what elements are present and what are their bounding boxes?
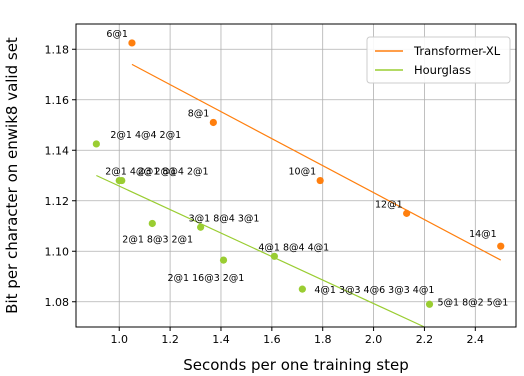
data-point	[92, 140, 100, 148]
point-label: 2@1 4@3 2@1	[105, 167, 176, 178]
data-point	[219, 256, 228, 264]
data-point	[209, 118, 217, 127]
plot-frame	[75, 23, 517, 328]
point-label: 14@1	[469, 229, 497, 240]
legend-box	[366, 36, 511, 84]
data-point	[115, 176, 123, 185]
x-tick-label: 1.6	[263, 333, 281, 346]
x-tick-label: 2.0	[365, 333, 383, 346]
x-tick-label: 1.2	[161, 333, 179, 346]
point-label: 8@1	[188, 108, 210, 119]
point-label: 12@1	[375, 199, 403, 210]
fit-line-hourglass	[96, 174, 425, 328]
x-tick-label: 1.4	[212, 333, 230, 346]
data-point	[403, 209, 411, 217]
point-label: 2@1 16@3 2@1	[168, 273, 245, 284]
legend-entry: Transformer-XL	[413, 44, 501, 58]
y-axis-label: Bit per character on enwik8 valid set	[3, 37, 21, 314]
y-tick-label: 1.08	[45, 296, 70, 309]
x-tick-label: 2.2	[416, 333, 434, 346]
fit-line-transformer-xl	[131, 63, 502, 261]
y-tick-label: 1.16	[45, 94, 70, 107]
data-point	[298, 285, 306, 293]
legend-entry: Hourglass	[414, 63, 471, 77]
y-tick-label: 1.18	[45, 43, 70, 56]
data-points	[92, 39, 505, 308]
point-label: 5@1 8@2 5@1	[438, 297, 509, 308]
point-label: 3@1 8@4 3@1	[189, 213, 260, 224]
fit-lines	[96, 63, 502, 328]
x-tick-label: 1.8	[314, 333, 332, 346]
point-label: 4@1 8@4 4@1	[258, 242, 329, 253]
point-label: 6@1	[106, 29, 128, 40]
point-label: 2@1 8@3 2@1	[122, 234, 193, 245]
y-tick-label: 1.12	[45, 195, 70, 208]
data-point	[270, 252, 278, 260]
point-label: 10@1	[289, 167, 317, 178]
y-tick-label: 1.14	[45, 144, 70, 157]
data-point	[148, 219, 156, 228]
x-tick-label: 2.4	[467, 333, 485, 346]
x-axis-label: Seconds per one training step	[183, 356, 408, 374]
y-ticks: 1.08 1.10 1.12 1.14 1.16 1.18	[45, 43, 76, 309]
point-label: 2@1 8@4 2@1	[138, 167, 209, 178]
point-labels: 6@1 8@1 10@1 12@1 14@1 2@1 4@4 2@1 2@1 8@4 2@1…	[105, 29, 508, 308]
data-point	[316, 176, 324, 185]
y-tick-label: 1.10	[45, 245, 70, 258]
point-label: 2@1 4@4 2@1	[110, 130, 181, 141]
x-tick-label: 1.0	[110, 333, 128, 346]
data-point	[497, 242, 505, 250]
legend: Transformer-XL Hourglass	[366, 36, 511, 84]
data-point	[425, 300, 434, 308]
data-point	[128, 39, 136, 47]
x-ticks: 1.0 1.2 1.4 1.6 1.8 2.0 2.2 2.4	[110, 327, 484, 346]
data-point	[197, 223, 205, 231]
point-label: 4@1 3@3 4@6 3@3 4@1	[314, 285, 434, 296]
